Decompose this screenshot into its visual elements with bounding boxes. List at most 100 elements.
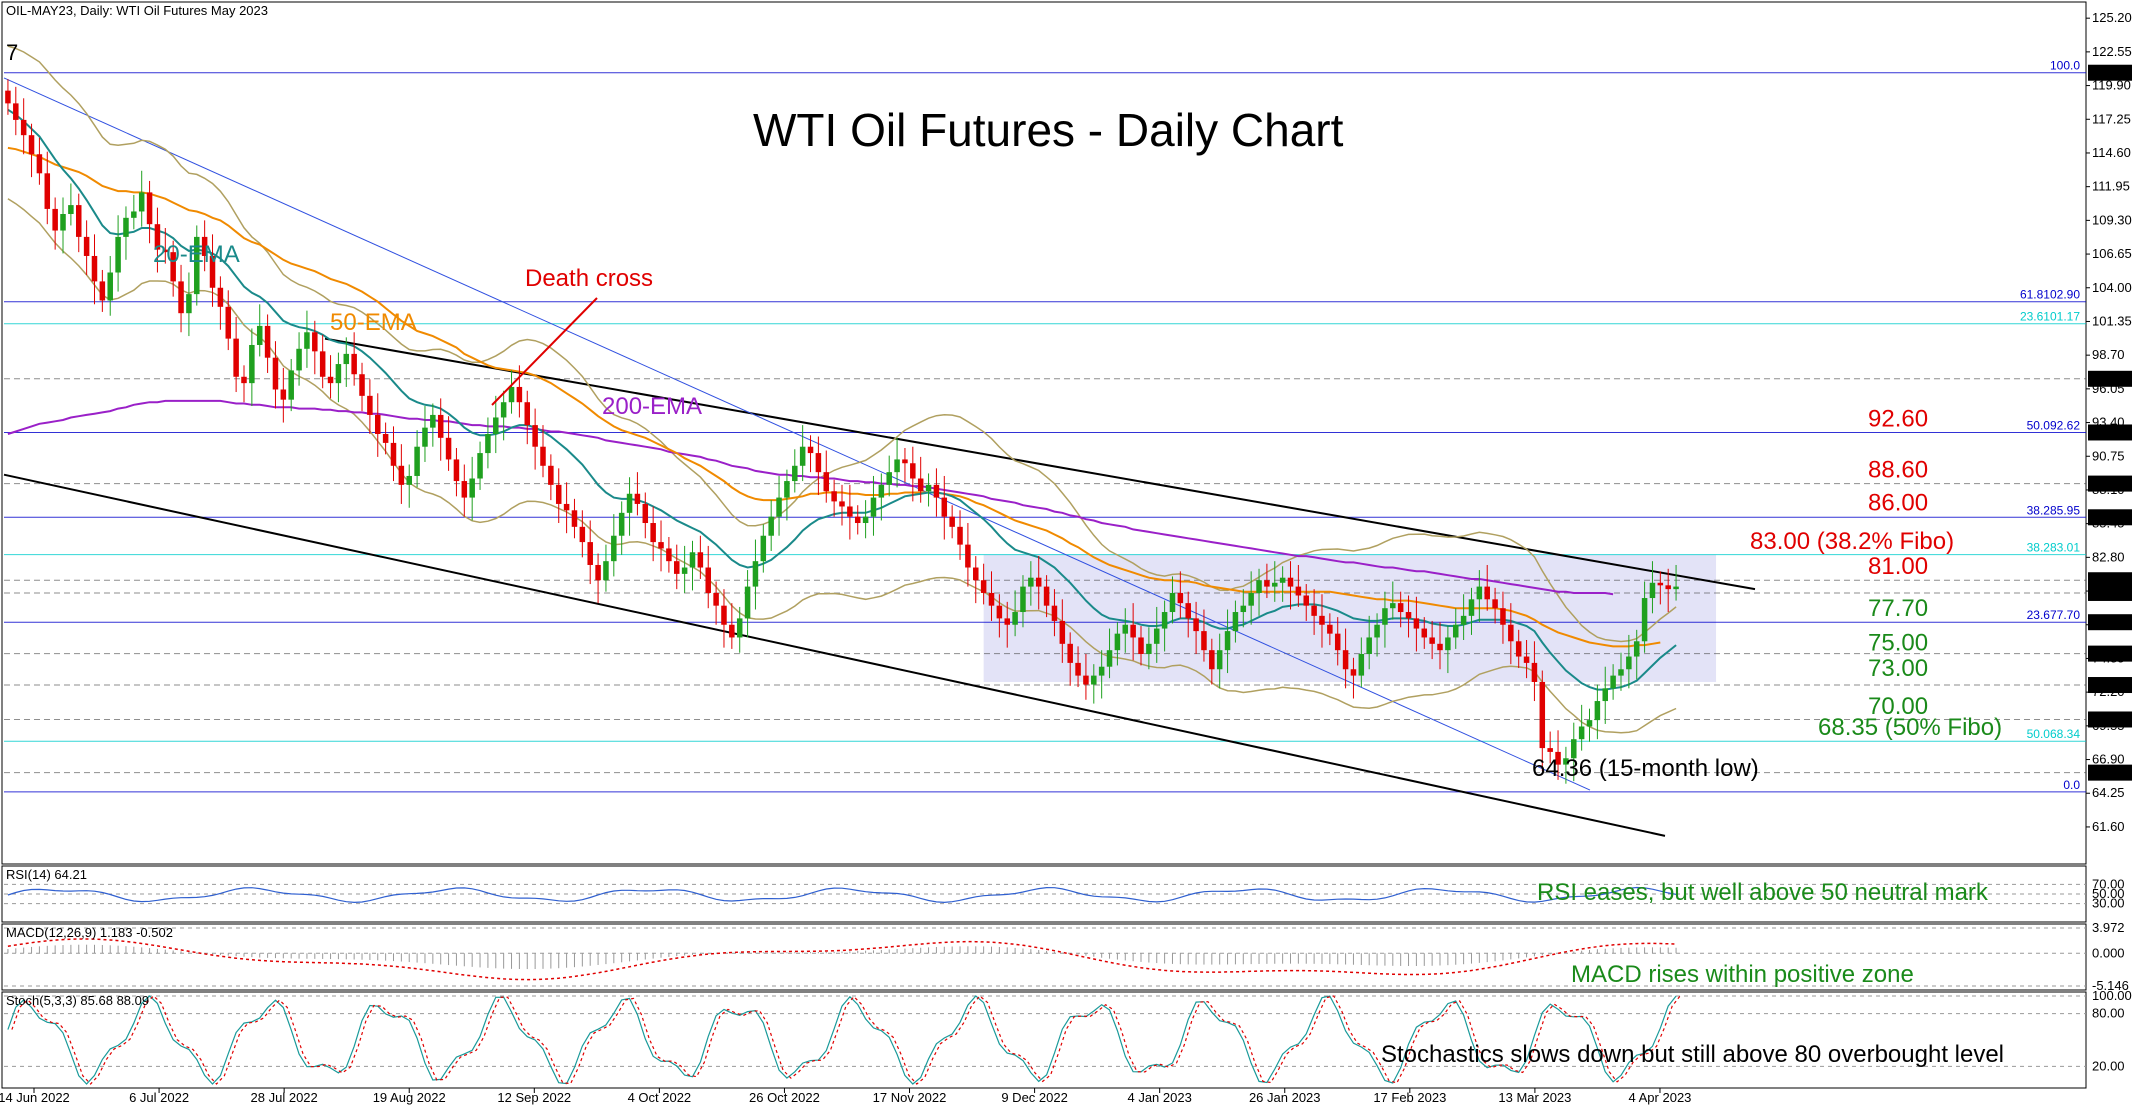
price-box-label: 75.23 — [2094, 647, 2127, 662]
stoch-tick-label: 80.00 — [2092, 1006, 2125, 1021]
candle-body — [1248, 592, 1254, 606]
candle-body — [500, 402, 507, 418]
candle-body — [949, 516, 955, 527]
candle-body — [1508, 624, 1514, 642]
diagonal-trend-line — [3, 77, 1591, 791]
candle-body — [847, 506, 853, 517]
x-tick-label: 17 Feb 2023 — [1373, 1090, 1446, 1105]
candle-body — [1091, 675, 1097, 685]
candle-body — [807, 446, 814, 454]
candle-body — [1201, 631, 1207, 651]
candle-body — [1067, 643, 1073, 663]
candle-body — [1460, 615, 1467, 625]
price-box — [2088, 614, 2132, 631]
candle-body — [312, 332, 318, 352]
candle-body — [831, 491, 837, 502]
candle-body — [60, 214, 66, 231]
candle-body — [241, 376, 247, 384]
price-box-label: 88.60 — [2094, 477, 2127, 492]
candle-body — [611, 535, 617, 562]
y-tick-label: 74.85 — [2092, 650, 2125, 665]
level-annotation: 77.70 — [1868, 595, 1928, 622]
candle-body — [508, 386, 515, 403]
candle-body — [650, 523, 656, 543]
ema20-label: 20-EMA — [153, 241, 240, 268]
macd-tick-label: 0.000 — [2092, 945, 2125, 960]
price-box — [2088, 572, 2132, 589]
candle-body — [965, 544, 971, 568]
price-box — [2088, 764, 2132, 781]
candle-body — [319, 351, 326, 377]
x-tick-label: 28 Jul 2022 — [251, 1090, 318, 1105]
candle-body — [1586, 720, 1593, 727]
y-tick-label: 114.60 — [2092, 145, 2131, 160]
candle-body — [83, 236, 90, 256]
candle-body — [138, 192, 145, 212]
level-annotation: 88.60 — [1868, 457, 1928, 484]
candle-body — [603, 561, 609, 581]
candle-body — [414, 446, 420, 476]
price-box-label: 120.91 — [2090, 66, 2130, 81]
date-axis: 14 Jun 2022 6 Jul 2022 28 Jul 2022 19 Aug 2… — [0, 1088, 1691, 1105]
y-tick-label: 72.20 — [2092, 684, 2125, 699]
candle-body — [1366, 637, 1372, 654]
candle-body — [729, 624, 735, 638]
macd-panel-frame — [1, 923, 2087, 991]
candle-body — [225, 306, 232, 339]
candle-body — [217, 287, 224, 307]
candle-body — [870, 497, 877, 517]
y-tick-label: 117.25 — [2092, 111, 2131, 126]
candle-body — [784, 481, 790, 498]
candle-body — [736, 618, 743, 638]
candle-body — [5, 90, 11, 104]
candle-body — [721, 605, 727, 625]
price-box — [2088, 645, 2132, 662]
price-box — [2088, 509, 2132, 526]
price-box-label: 92.60 — [2094, 425, 2127, 440]
ema200-label: 200-EMA — [602, 393, 702, 420]
candle-body — [123, 217, 129, 237]
macd-header: MACD(12,26,9) 1.183 -0.502 — [6, 925, 173, 940]
candle-body — [280, 389, 287, 400]
candle-body — [776, 497, 782, 517]
candle-body — [1106, 650, 1113, 667]
candle-body — [1413, 618, 1420, 629]
x-tick-label: 12 Sep 2022 — [497, 1090, 571, 1105]
price-box-label: 81.00 — [2094, 573, 2127, 588]
candle-body — [799, 446, 806, 466]
candle-body — [1515, 641, 1522, 657]
consolidation-range-box — [983, 554, 1717, 682]
candle-body — [1083, 675, 1089, 685]
candle-body — [1452, 624, 1459, 638]
price-box — [2088, 711, 2132, 728]
candle-body — [1311, 605, 1317, 616]
candle-body — [854, 516, 861, 524]
candle-body — [272, 357, 279, 390]
candle-body — [1264, 580, 1270, 587]
x-tick-label: 6 Jul 2022 — [129, 1090, 189, 1105]
candle-body — [1539, 681, 1546, 749]
candle-body — [1397, 603, 1404, 613]
candle-body — [1161, 612, 1168, 629]
candle-body — [1665, 585, 1671, 590]
x-tick-label: 4 Jan 2023 — [1127, 1090, 1191, 1105]
stoch-note: Stochastics slows down but still above 8… — [1381, 1041, 2004, 1068]
candle-body — [815, 453, 822, 473]
stoch-header: Stoch(5,3,3) 85.68 88.09 — [6, 993, 149, 1008]
candle-body — [642, 503, 649, 524]
candle-body — [697, 552, 704, 568]
candle-body — [256, 325, 263, 345]
candle-body — [1594, 701, 1601, 721]
ema50-label: 50-EMA — [330, 309, 417, 336]
candle-body — [1146, 643, 1152, 654]
candle-body — [1445, 637, 1451, 651]
y-tick-label: 125.20 — [2092, 10, 2132, 25]
bollinger-lower — [7, 198, 1677, 734]
level-annotation: 86.00 — [1868, 490, 1928, 517]
candle-body — [1075, 662, 1081, 676]
candle-body — [1028, 577, 1034, 587]
main-panel-frame — [1, 1, 2087, 865]
level-annotation: 73.00 — [1868, 655, 1928, 682]
